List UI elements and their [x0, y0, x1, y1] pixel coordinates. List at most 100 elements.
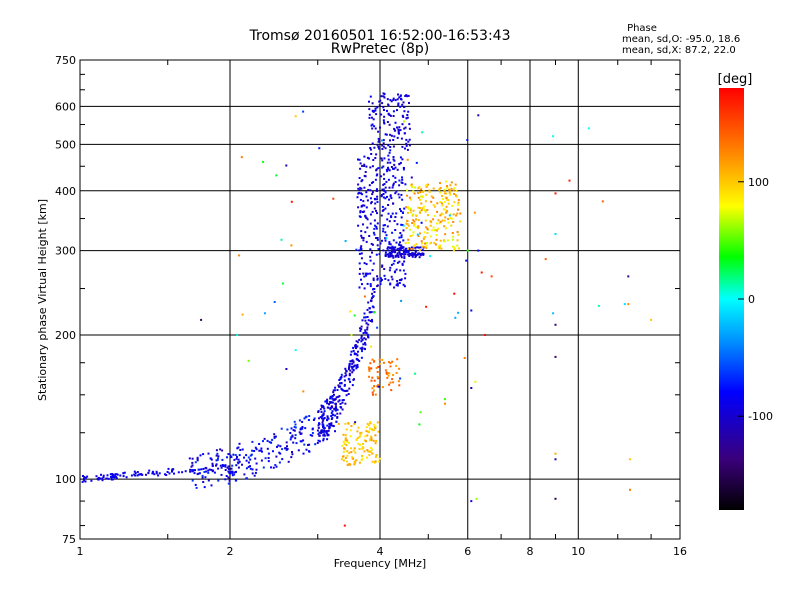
scatter-point — [339, 382, 341, 385]
scatter-point — [285, 164, 288, 167]
scatter-point — [395, 364, 398, 367]
scatter-point — [451, 217, 453, 220]
scatter-point — [373, 146, 376, 149]
scatter-point — [358, 286, 361, 289]
scatter-point — [291, 451, 293, 453]
scatter-point — [329, 401, 332, 404]
scatter-point — [360, 328, 363, 331]
scatter-point — [382, 139, 385, 142]
scatter-point — [381, 264, 384, 267]
scatter-point — [393, 260, 396, 262]
scatter-point — [384, 255, 387, 257]
scatter-point — [348, 363, 351, 366]
scatter-point — [366, 226, 369, 229]
scatter-point — [196, 458, 199, 461]
scatter-point — [200, 468, 203, 471]
scatter-point — [392, 246, 395, 249]
scatter-point — [404, 242, 407, 245]
scatter-point — [432, 204, 435, 206]
scatter-point — [480, 271, 483, 274]
scatter-point — [374, 202, 377, 205]
scatter-point — [384, 253, 387, 256]
scatter-point — [425, 244, 428, 247]
scatter-point — [337, 400, 340, 403]
scatter-point — [216, 458, 219, 461]
scatter-point — [220, 473, 223, 476]
scatter-point — [385, 180, 388, 183]
scatter-point — [345, 370, 348, 373]
scatter-point — [376, 244, 379, 247]
scatter-point — [99, 477, 101, 480]
scatter-point — [390, 252, 393, 254]
scatter-point — [164, 473, 166, 476]
scatter-point — [364, 338, 367, 341]
scatter-point — [362, 442, 364, 445]
scatter-point — [455, 195, 458, 198]
y-axis-ticks: 75 100 200 300 400 500 600 750 — [55, 54, 680, 546]
scatter-point — [237, 466, 240, 469]
scatter-point — [326, 430, 329, 433]
scatter-point — [383, 122, 386, 125]
scatter-point — [237, 462, 240, 465]
scatter-point — [396, 358, 399, 361]
scatter-point — [413, 223, 416, 226]
scatter-point — [381, 102, 384, 105]
scatter-point — [412, 219, 415, 222]
scatter-point — [388, 383, 391, 386]
scatter-point — [400, 254, 403, 257]
scatter-point — [368, 375, 370, 378]
scatter-point — [446, 199, 449, 201]
scatter-point — [359, 186, 362, 189]
scatter-point — [389, 114, 392, 117]
scatter-point — [388, 220, 391, 223]
scatter-point — [370, 299, 373, 302]
scatter-point — [346, 440, 349, 443]
scatter-point — [309, 434, 312, 437]
scatter-point — [345, 444, 348, 446]
scatter-point — [376, 106, 379, 109]
scatter-point — [376, 421, 379, 424]
scatter-point — [381, 159, 384, 162]
scatter-point — [111, 478, 114, 481]
scatter-point — [365, 195, 368, 198]
scatter-point — [356, 366, 359, 368]
scatter-point — [382, 230, 385, 233]
scatter-point — [207, 452, 210, 455]
scatter-point — [392, 256, 395, 259]
scatter-point — [377, 377, 380, 380]
scatter-point — [394, 229, 397, 231]
scatter-point — [429, 242, 432, 245]
scatter-point — [416, 233, 419, 236]
scatter-point — [402, 246, 405, 249]
scatter-point — [389, 282, 392, 285]
scatter-point — [389, 149, 392, 152]
scatter-point — [407, 238, 410, 241]
scatter-point — [141, 473, 144, 476]
scatter-point — [394, 181, 397, 183]
scatter-point — [311, 432, 314, 434]
scatter-point — [360, 180, 363, 183]
scatter-point — [434, 229, 437, 232]
scatter-point — [148, 469, 151, 472]
scatter-point — [372, 262, 375, 265]
scatter-point — [386, 218, 389, 221]
scatter-point — [382, 361, 385, 364]
scatter-point — [412, 209, 415, 212]
scatter-point — [396, 109, 398, 112]
scatter-point — [445, 227, 447, 230]
scatter-point — [344, 437, 347, 440]
scatter-point — [346, 450, 349, 453]
scatter-point — [90, 479, 93, 482]
scatter-point — [369, 422, 372, 425]
scatter-point — [369, 447, 372, 449]
scatter-point — [281, 282, 284, 285]
scatter-point — [355, 357, 358, 360]
scatter-point — [365, 263, 368, 266]
scatter-point — [387, 212, 390, 215]
scatter-point — [358, 461, 361, 464]
scatter-point — [349, 369, 352, 372]
scatter-point — [372, 277, 375, 280]
scatter-point — [418, 186, 421, 188]
scatter-point — [408, 228, 411, 231]
scatter-point — [364, 272, 367, 275]
